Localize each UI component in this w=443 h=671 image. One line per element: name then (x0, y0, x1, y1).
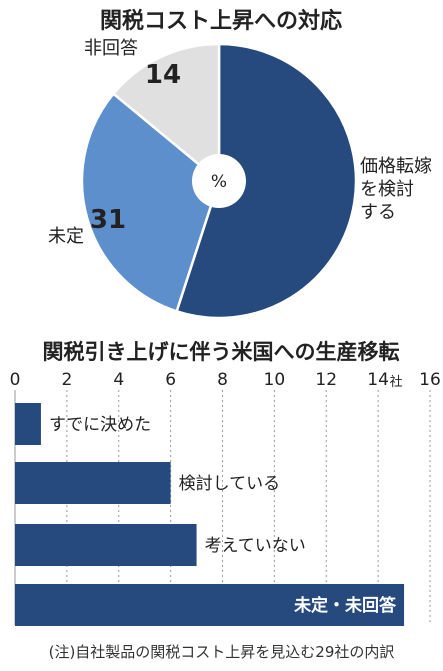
pie-value-label: 55 (363, 172, 399, 202)
bar (15, 403, 41, 445)
x-tick-label: 2 (61, 370, 72, 390)
x-tick-label: 0 (10, 370, 21, 390)
bar (15, 524, 197, 566)
bar-category-label: 未定・未回答 (293, 595, 397, 616)
x-tick-label: 4 (113, 370, 124, 390)
pie-value-label: 14 (145, 60, 181, 90)
bar (15, 462, 171, 504)
x-tick-label: 16 (419, 370, 441, 390)
x-tick-label: 10 (264, 370, 286, 390)
bar-category-label: すでに決めた (49, 415, 151, 435)
unit-label: 社 (390, 374, 403, 390)
pie-slice-label: 未定 (48, 226, 84, 247)
bar-chart-title: 関税引き上げに伴う米国への生産移転 (43, 340, 400, 364)
x-tick-label: 12 (315, 370, 337, 390)
pie-slice (175, 42, 358, 320)
footnote: (注)自社製品の関税コスト上昇を見込む29社の内訳 (48, 643, 395, 661)
x-tick-label: 6 (165, 370, 176, 390)
bar-category-label: 考えていない (205, 536, 306, 556)
pie-center-label: % (211, 172, 227, 192)
bar (15, 584, 405, 626)
pie-slice-label: 非回答 (84, 38, 138, 59)
x-tick-label: 8 (217, 370, 228, 390)
pie-value-label: 31 (90, 205, 126, 235)
pie-slice (111, 42, 221, 184)
pie-title: 関税コスト上昇への対応 (100, 8, 342, 34)
pie-center-hole (192, 154, 246, 208)
pie-slice (80, 91, 221, 313)
x-tick-label: 14 (367, 370, 389, 390)
pie-slice-label: 価格転嫁を検討する (360, 156, 432, 223)
bar-category-label: 検討している (179, 474, 281, 494)
